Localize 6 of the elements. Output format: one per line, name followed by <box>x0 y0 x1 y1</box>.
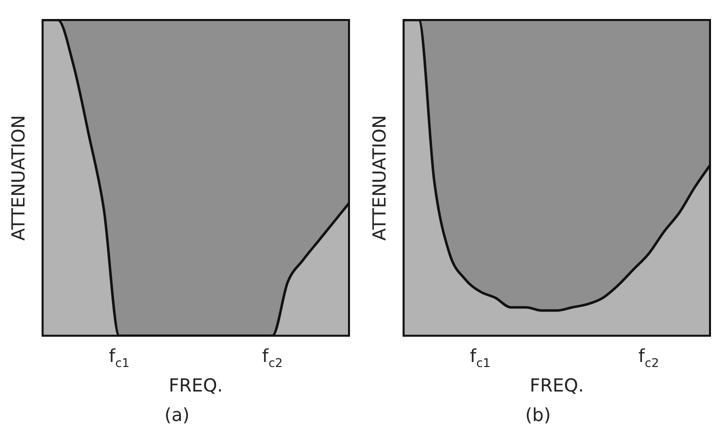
text: (a) <box>164 404 190 426</box>
text: (b) <box>525 404 551 426</box>
y-axis-title: ATTENUATION <box>369 115 390 241</box>
x-axis-title: FREQ. <box>168 375 223 396</box>
x-axis-title: FREQ. <box>530 375 584 396</box>
y-axis-title: ATTENUATION <box>8 115 30 241</box>
